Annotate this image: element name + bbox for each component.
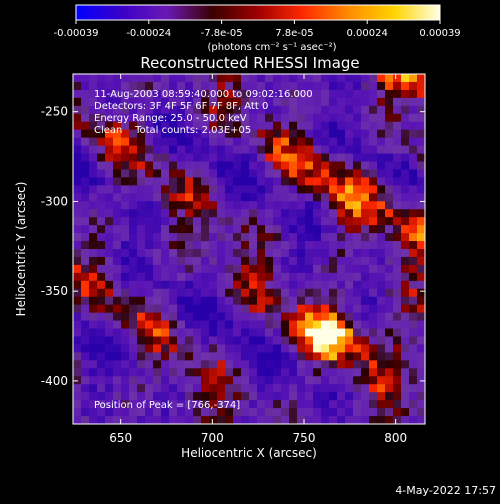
x-tick-label: 800 — [384, 431, 407, 445]
heatmap-image — [73, 74, 425, 424]
colorbar-tick-label: -0.00024 — [126, 28, 171, 39]
colorbar-tick-label: -7.8e-05 — [201, 28, 243, 39]
annotation-line: Clean Total counts: 2.03E+05 — [94, 125, 251, 136]
y-tick-label: -250 — [41, 105, 68, 119]
x-axis-label: Heliocentric X (arcsec) — [181, 446, 317, 460]
y-axis-label: Heliocentric Y (arcsec) — [14, 182, 28, 317]
x-tick-label: 750 — [293, 431, 316, 445]
x-tick-label: 650 — [109, 431, 132, 445]
peak-position-label: Position of Peak = [766,-374] — [94, 400, 240, 411]
x-tick-label: 700 — [201, 431, 224, 445]
plot-frame — [72, 73, 426, 425]
y-tick-label: -300 — [41, 194, 68, 208]
annotation-line: Detectors: 3F 4F 5F 6F 7F 8F, Att 0 — [94, 101, 268, 112]
annotation-line: Energy Range: 25.0 - 50.0 keV — [94, 113, 247, 124]
colorbar-ticks — [75, 20, 441, 24]
colorbar-tick-label: 0.00039 — [419, 28, 460, 39]
colorbar-tick-labels: -0.00039 -0.00024 -7.8e-05 7.8e-05 0.000… — [54, 28, 461, 39]
annotation-block: 11-Aug-2003 08:59:40.000 to 09:02:16.000… — [94, 89, 313, 136]
x-axis-ticks: 650 700 750 800 — [109, 74, 407, 445]
colorbar — [75, 4, 441, 21]
colorbar-unit-label: (photons cm⁻² s⁻¹ asec⁻²) — [207, 42, 336, 53]
y-tick-label: -350 — [41, 284, 68, 298]
chart-title: Reconstructed RHESSI Image — [140, 54, 359, 72]
colorbar-tick-label: 0.00024 — [347, 28, 388, 39]
render-date: 4-May-2022 17:57 — [395, 484, 496, 497]
colorbar-tick-label: 7.8e-05 — [275, 28, 313, 39]
y-axis-ticks: -400 -350 -300 -250 — [41, 105, 425, 388]
colorbar-tick-label: -0.00039 — [54, 28, 99, 39]
y-tick-label: -400 — [41, 374, 68, 388]
annotation-line: 11-Aug-2003 08:59:40.000 to 09:02:16.000 — [94, 89, 313, 100]
